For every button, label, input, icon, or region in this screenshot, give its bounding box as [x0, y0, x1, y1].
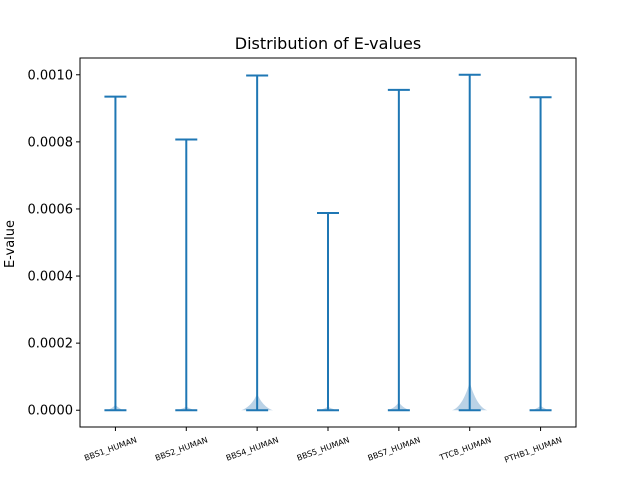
y-tick-label: 0.0002: [28, 337, 74, 352]
y-tick-label: 0.0008: [28, 135, 74, 150]
x-tick-label: BBS5_HUMAN: [296, 435, 351, 462]
y-axis-label: E-value: [3, 220, 18, 268]
y-tick-label: 0.0006: [28, 202, 74, 217]
violin-group: [104, 73, 552, 412]
y-tick-label: 0.0010: [28, 68, 74, 83]
y-tick-label: 0.0000: [28, 404, 74, 419]
x-tick-label: BBS1_HUMAN: [83, 435, 138, 462]
x-axis-ticks: BBS1_HUMAN BBS2_HUMAN BBS4_HUMAN BBS5_HUMAN…: [83, 427, 563, 465]
x-tick-label: PTHB1_HUMAN: [503, 435, 563, 464]
x-tick-label: BBS4_HUMAN: [225, 435, 280, 462]
x-tick-label: TTC8_HUMAN: [438, 435, 493, 462]
y-tick-label: 0.0004: [28, 270, 74, 285]
plot-area-frame: [79, 57, 577, 428]
chart-title: Distribution of E-values: [235, 34, 421, 53]
x-tick-label: BBS7_HUMAN: [367, 435, 422, 462]
x-tick-label: BBS2_HUMAN: [154, 435, 209, 462]
y-axis-ticks: 0.0000 0.0002 0.0004 0.0006 0.0008 0.0010: [28, 68, 80, 419]
